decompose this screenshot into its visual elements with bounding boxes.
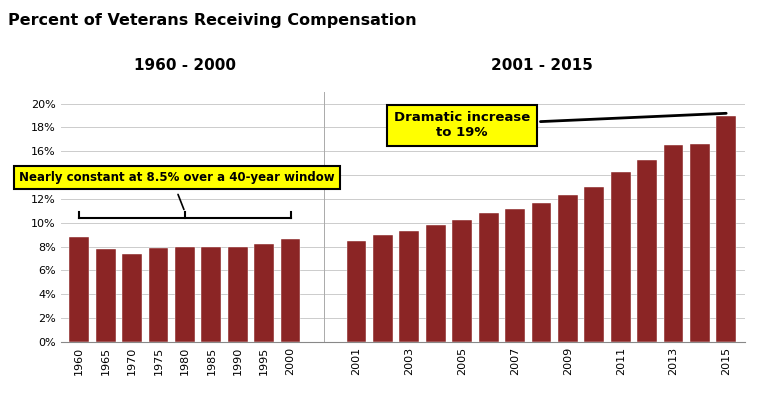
Text: Nearly constant at 8.5% over a 40-year window: Nearly constant at 8.5% over a 40-year w… xyxy=(19,171,335,184)
Bar xyxy=(122,254,142,342)
Text: Dramatic increase
to 19%: Dramatic increase to 19% xyxy=(394,111,726,139)
Bar xyxy=(611,171,631,342)
Bar xyxy=(663,146,683,342)
Bar xyxy=(637,160,657,342)
Text: Percent of Veterans Receiving Compensation: Percent of Veterans Receiving Compensati… xyxy=(8,13,416,28)
Bar xyxy=(228,246,248,342)
Bar xyxy=(201,246,221,342)
Bar xyxy=(717,116,736,342)
Bar xyxy=(505,208,525,342)
Bar xyxy=(347,241,366,342)
Text: 1960 - 2000: 1960 - 2000 xyxy=(134,58,236,73)
Text: 2001 - 2015: 2001 - 2015 xyxy=(490,58,592,73)
Bar xyxy=(400,231,420,342)
Bar xyxy=(690,144,710,342)
Bar xyxy=(479,213,499,342)
Bar xyxy=(531,203,551,342)
Bar xyxy=(584,187,604,342)
Bar xyxy=(558,196,578,342)
Bar xyxy=(280,239,300,342)
Bar xyxy=(255,244,274,342)
Bar xyxy=(373,235,393,342)
Bar xyxy=(149,248,169,342)
Bar xyxy=(69,237,89,342)
Bar xyxy=(452,221,472,342)
Bar xyxy=(175,246,195,342)
Bar xyxy=(426,225,445,342)
Bar xyxy=(96,249,116,342)
